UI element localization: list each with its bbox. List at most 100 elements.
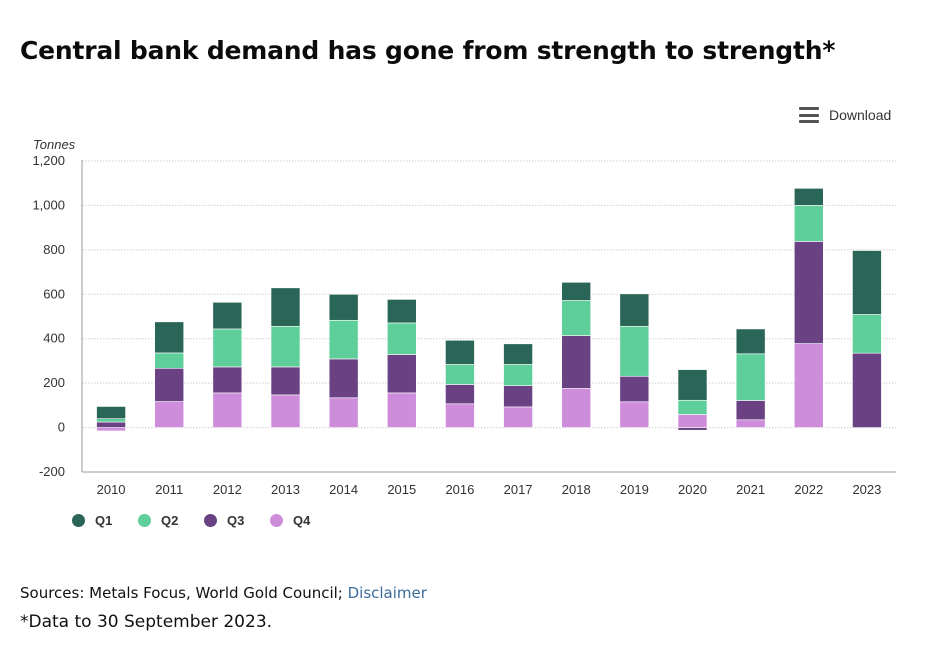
bar-segment-2022-q4[interactable]	[793, 343, 824, 428]
download-button[interactable]: Download	[799, 107, 891, 123]
bar-segment-2010-q3[interactable]	[96, 421, 126, 428]
legend-label: Q1	[95, 513, 113, 528]
bar-segment-2021-q2[interactable]	[735, 353, 766, 401]
legend-dot-icon	[72, 514, 85, 527]
download-label: Download	[829, 107, 892, 123]
x-tick-label: 2019	[620, 482, 649, 497]
x-tick-label: 2010	[97, 482, 126, 497]
legend-dot-icon	[204, 514, 217, 527]
bar-segment-2019-q2[interactable]	[619, 325, 650, 377]
legend-dot-icon	[138, 514, 151, 527]
bar-segment-2012-q4[interactable]	[212, 392, 243, 428]
bar-segment-2014-q1[interactable]	[328, 293, 359, 321]
bar-segment-2013-q2[interactable]	[270, 325, 301, 368]
bar-segment-2017-q1[interactable]	[503, 343, 533, 365]
bar-segment-2010-q2[interactable]	[96, 418, 126, 423]
bar-segment-2013-q3[interactable]	[270, 366, 301, 396]
bar-segment-2019-q1[interactable]	[619, 293, 650, 327]
bar-segment-2010-q1[interactable]	[96, 406, 126, 419]
legend: Q1 Q2 Q3 Q4	[72, 513, 336, 528]
bar-segment-2019-q3[interactable]	[619, 375, 650, 403]
x-tick-label: 2014	[329, 482, 358, 497]
bar-segment-2018-q4[interactable]	[561, 388, 592, 428]
x-tick-label: 2011	[155, 482, 183, 497]
bar-segment-2015-q1[interactable]	[386, 299, 417, 324]
bar-segment-2020-q1[interactable]	[677, 369, 708, 401]
bar-segment-2022-q3[interactable]	[793, 241, 824, 344]
bar-segment-2020-q4[interactable]	[677, 414, 708, 428]
bar-segment-2016-q2[interactable]	[445, 364, 475, 385]
legend-label: Q2	[161, 513, 179, 528]
bar-segment-2021-q1[interactable]	[735, 328, 766, 355]
y-tick-label: 600	[43, 286, 65, 301]
x-tick-label: 2012	[213, 482, 242, 497]
legend-dot-icon	[270, 514, 283, 527]
bar-segment-2014-q4[interactable]	[328, 397, 359, 428]
x-tick-label: 2013	[271, 482, 300, 497]
y-tick-label: 200	[43, 375, 65, 390]
bar-segment-2023-q3[interactable]	[852, 352, 882, 428]
sources-text: Sources: Metals Focus, World Gold Counci…	[20, 584, 348, 602]
y-tick-label: 1,000	[32, 197, 65, 212]
bar-segment-2020-q2[interactable]	[677, 399, 708, 415]
legend-label: Q4	[293, 513, 311, 528]
bar-segment-2022-q1[interactable]	[793, 188, 824, 206]
legend-item-q3[interactable]: Q3	[204, 513, 270, 528]
y-axis-ticks: -200 0 200 400 600 800 1,000 1,200	[32, 153, 65, 479]
bar-segment-2013-q4[interactable]	[270, 394, 301, 428]
x-tick-label: 2023	[852, 482, 881, 497]
bar-segment-2023-q2[interactable]	[852, 314, 882, 354]
legend-item-q2[interactable]: Q2	[138, 513, 204, 528]
bars	[96, 188, 882, 432]
y-tick-label: 1,200	[32, 153, 65, 168]
x-axis-ticks: 2010 2011 2012 2013 2014 2015 2016 2017 2018 2019…	[97, 482, 882, 497]
bar-segment-2016-q3[interactable]	[445, 384, 475, 405]
legend-item-q4[interactable]: Q4	[270, 513, 336, 528]
bar-segment-2014-q2[interactable]	[328, 319, 359, 360]
bar-segment-2017-q2[interactable]	[503, 364, 533, 386]
bar-segment-2012-q2[interactable]	[212, 328, 243, 368]
bar-segment-2019-q4[interactable]	[619, 401, 650, 428]
x-tick-label: 2020	[678, 482, 707, 497]
x-tick-label: 2017	[504, 482, 533, 497]
bar-segment-2015-q3[interactable]	[386, 354, 417, 394]
x-tick-label: 2015	[387, 482, 416, 497]
bar-segment-2017-q4[interactable]	[503, 406, 533, 428]
bar-segment-2016-q1[interactable]	[445, 339, 475, 365]
bar-segment-2012-q3[interactable]	[212, 366, 243, 394]
bar-segment-2011-q2[interactable]	[154, 352, 185, 369]
stacked-bar-chart: -200 0 200 400 600 800 1,000 1,200 2010 2011 2012…	[32, 137, 896, 497]
bar-segment-2016-q4[interactable]	[445, 403, 475, 428]
x-tick-label: 2021	[736, 482, 765, 497]
disclaimer-link[interactable]: Disclaimer	[347, 584, 427, 602]
hamburger-menu-icon	[799, 107, 819, 123]
y-tick-label: 0	[58, 420, 65, 435]
bar-segment-2013-q1[interactable]	[270, 287, 301, 327]
x-tick-label: 2022	[794, 482, 823, 497]
y-axis-label: Tonnes	[33, 137, 76, 152]
bar-segment-2012-q1[interactable]	[212, 301, 243, 330]
gridlines	[82, 160, 896, 429]
sources-line: Sources: Metals Focus, World Gold Counci…	[20, 584, 427, 602]
bar-segment-2017-q3[interactable]	[503, 385, 533, 408]
footnote: *Data to 30 September 2023.	[20, 612, 273, 632]
bar-segment-2014-q3[interactable]	[328, 358, 359, 399]
bar-segment-2018-q2[interactable]	[561, 300, 592, 336]
bar-segment-2023-q1[interactable]	[852, 250, 882, 315]
bar-segment-2018-q1[interactable]	[561, 281, 592, 301]
bar-segment-2011-q1[interactable]	[154, 321, 185, 354]
bar-segment-2018-q3[interactable]	[561, 335, 592, 389]
bar-segment-2021-q4[interactable]	[735, 419, 766, 428]
bar-segment-2021-q3[interactable]	[735, 400, 766, 421]
y-tick-label: 400	[43, 331, 65, 346]
bar-segment-2015-q2[interactable]	[386, 322, 417, 355]
bar-segment-2020-q3[interactable]	[677, 427, 708, 431]
legend-item-q1[interactable]: Q1	[72, 513, 138, 528]
y-tick-label: -200	[39, 464, 65, 479]
bar-segment-2022-q2[interactable]	[793, 205, 824, 242]
bar-segment-2011-q4[interactable]	[154, 401, 185, 428]
chart-title: Central bank demand has gone from streng…	[20, 36, 836, 65]
bar-segment-2010-q4[interactable]	[96, 427, 126, 432]
bar-segment-2015-q4[interactable]	[386, 392, 417, 428]
bar-segment-2011-q3[interactable]	[154, 367, 185, 402]
